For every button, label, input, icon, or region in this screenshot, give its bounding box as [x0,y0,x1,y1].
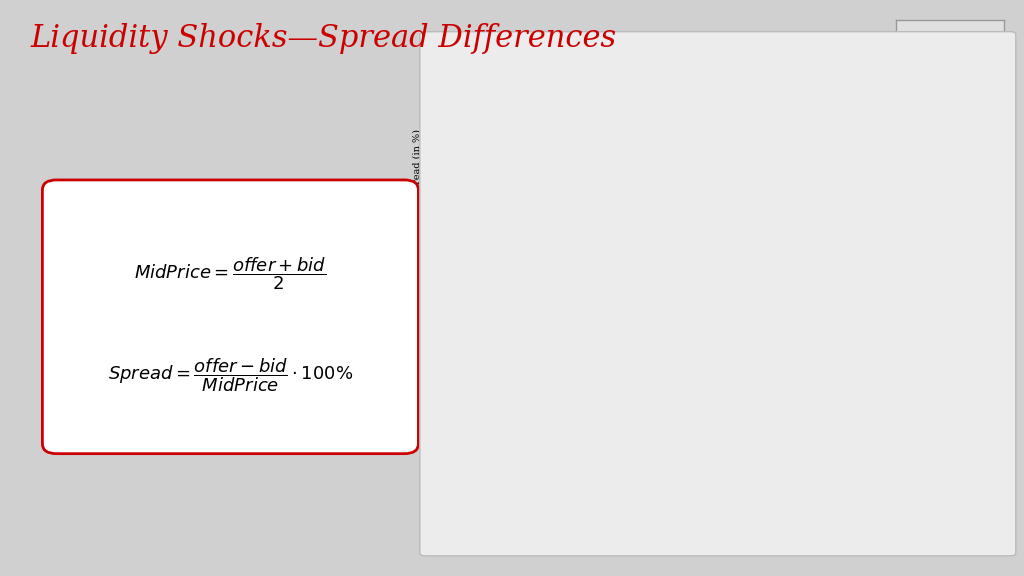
Text: Liquidity Shocks—Spread Differences: Liquidity Shocks—Spread Differences [31,23,616,54]
Title: Exchange Spread: Exchange Spread [675,299,774,309]
X-axis label: Time: Time [712,545,737,554]
FancyBboxPatch shape [42,180,419,454]
Y-axis label: Spread (in %): Spread (in %) [422,382,431,450]
Title: NBBO Spread: NBBO Spread [685,46,764,55]
Text: $\mathit{MidPrice} = \dfrac{\mathit{offer} + \mathit{bid}}{2}$: $\mathit{MidPrice} = \dfrac{\mathit{offe… [134,255,327,292]
Y-axis label: Spread (in %): Spread (in %) [413,128,422,197]
Text: $\mathit{Spread} = \dfrac{\mathit{offer} - \mathit{bid}}{\mathit{MidPrice}} \cdo: $\mathit{Spread} = \dfrac{\mathit{offer}… [108,357,353,394]
X-axis label: Time: Time [712,291,737,301]
FancyBboxPatch shape [903,49,996,107]
